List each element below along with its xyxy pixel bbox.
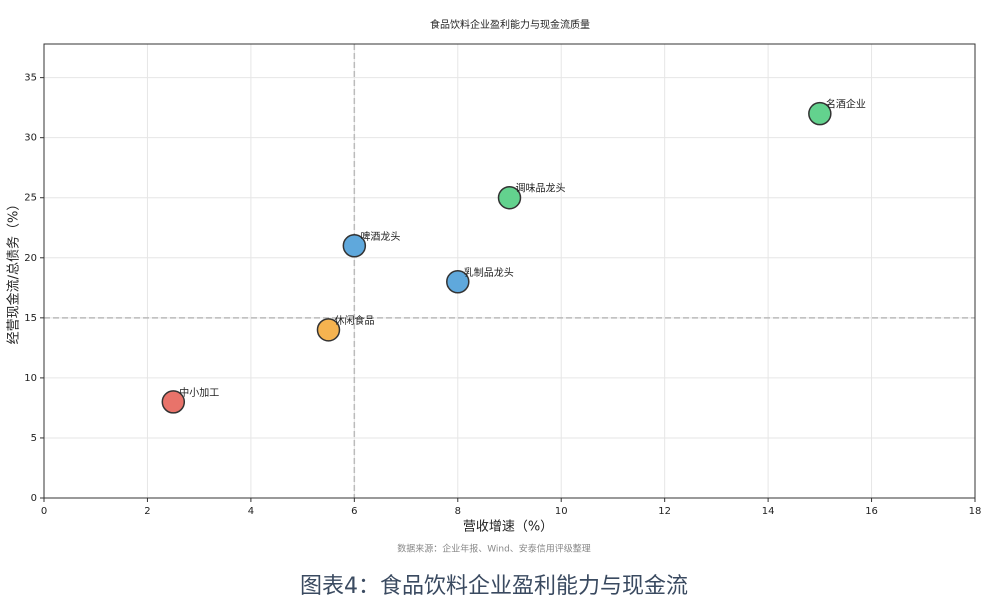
source-note: 数据来源：企业年报、Wind、安泰信用评级整理 [397,543,591,555]
point-label: 中小加工 [179,386,219,399]
x-tick-label: 12 [658,506,671,517]
point-label: 乳制品龙头 [464,266,514,279]
x-tick-label: 16 [865,506,878,517]
caption: 图表4：食品饮料企业盈利能力与现金流 [300,574,688,599]
point-label: 啤酒龙头 [360,230,400,243]
point-label: 名酒企业 [826,98,866,111]
x-tick-label: 6 [351,506,357,517]
x-axis-label: 营收增速（%） [463,520,553,535]
point [161,390,186,414]
x-tick-label: 18 [969,506,982,517]
point [808,101,832,126]
y-tick-label: 10 [24,373,37,384]
chart-title: 食品饮料企业盈利能力与现金流质量 [430,18,590,31]
point [342,234,367,258]
x-tick-label: 0 [41,506,47,517]
y-tick-label: 0 [31,493,37,504]
point [446,270,470,294]
y-tick-label: 25 [24,193,37,204]
x-tick-label: 4 [248,506,254,517]
point-label: 调味品龙头 [516,182,566,195]
y-tick-label: 35 [24,73,37,84]
y-tick-label: 20 [24,253,37,264]
point [316,318,341,342]
x-tick-label: 14 [762,506,775,517]
y-axis-label: 经营现金流/总债务（%） [6,198,22,345]
point [497,185,522,210]
x-tick-label: 2 [144,506,150,517]
x-tick-label: 8 [455,506,461,517]
y-tick-label: 15 [24,313,37,324]
y-tick-label: 5 [31,433,37,444]
x-tick-label: 10 [555,506,568,517]
y-tick-label: 30 [24,133,37,144]
point-label: 休闲食品 [334,314,374,327]
plot-frame [43,43,976,499]
